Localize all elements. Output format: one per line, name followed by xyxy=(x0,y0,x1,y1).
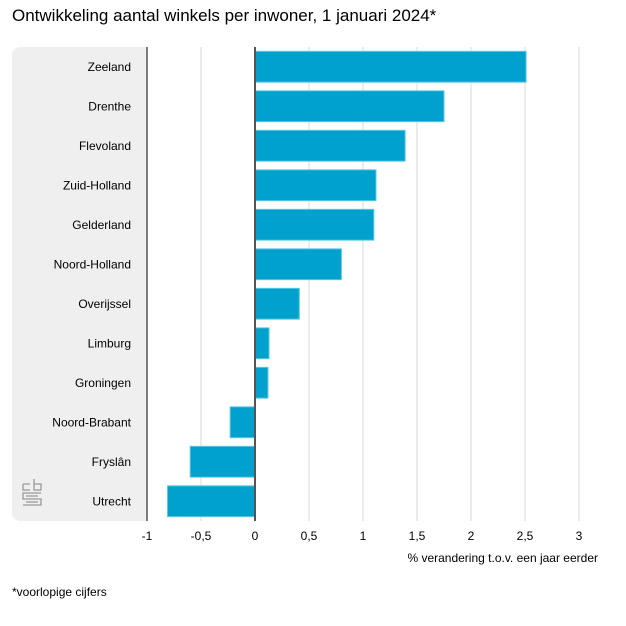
category-label: Noord-Brabant xyxy=(52,415,131,429)
x-tick-label: -0,5 xyxy=(191,529,212,543)
x-tick-label: 2 xyxy=(468,529,475,543)
category-label: Zuid-Holland xyxy=(63,178,131,192)
x-tick-label: -1 xyxy=(142,529,153,543)
bar-flevoland xyxy=(254,129,406,162)
x-axis-label: % verandering t.o.v. een jaar eerder xyxy=(407,551,598,565)
category-label: Zeeland xyxy=(88,60,131,74)
gridlines xyxy=(146,47,580,521)
bar-drenthe xyxy=(254,90,445,123)
bar-limburg xyxy=(254,327,270,360)
x-tick-label: 2,5 xyxy=(517,529,534,543)
x-tick-label: 0 xyxy=(252,529,259,543)
bar-zeeland xyxy=(254,50,527,83)
category-labels: Zeeland Drenthe Flevoland Zuid-Holland Gelde… xyxy=(52,60,131,509)
category-label: Gelderland xyxy=(72,218,131,232)
category-label: Noord-Holland xyxy=(54,257,131,271)
category-label: Overijssel xyxy=(78,297,131,311)
bar-zuid-holland xyxy=(254,169,377,202)
x-tick-label: 1,5 xyxy=(409,529,426,543)
bar-overijssel xyxy=(254,287,300,320)
bar-gelderland xyxy=(254,208,375,241)
bars xyxy=(167,47,527,521)
category-label: Drenthe xyxy=(88,99,131,113)
bar-noord-brabant xyxy=(229,406,256,439)
category-label: Flevoland xyxy=(79,139,131,153)
x-tick-label: 0,5 xyxy=(301,529,318,543)
bar-groningen xyxy=(254,366,269,399)
bar-fryslân xyxy=(189,445,256,478)
footnote: *voorlopige cijfers xyxy=(12,585,107,599)
category-label: Limburg xyxy=(88,336,131,350)
category-label: Groningen xyxy=(75,376,131,390)
category-panel xyxy=(12,47,147,521)
bar-noord-holland xyxy=(254,248,342,281)
x-tick-label: 1 xyxy=(360,529,367,543)
category-label: Utrecht xyxy=(92,494,131,508)
bar-utrecht xyxy=(167,485,256,518)
cbs-logo xyxy=(22,479,42,506)
category-label: Fryslân xyxy=(92,455,131,469)
x-tick-labels: -1 -0,5 0 0,5 1 1,5 2 2,5 3 xyxy=(142,529,583,543)
x-tick-label: 3 xyxy=(576,529,583,543)
chart-title: Ontwikkeling aantal winkels per inwoner,… xyxy=(12,6,437,25)
